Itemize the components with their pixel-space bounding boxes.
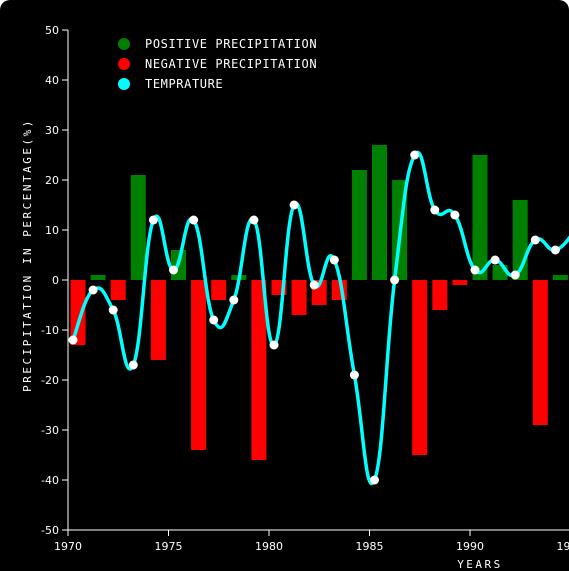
y-tick-label--50: -50	[41, 524, 59, 537]
temperature-point-1983	[329, 255, 339, 265]
temperature-point-1973	[128, 360, 138, 370]
y-tick-label--10: -10	[41, 324, 59, 337]
temperature-point-1971	[88, 285, 98, 295]
x-axis-title: YEARS	[457, 558, 503, 571]
temperature-point-1992	[510, 270, 520, 280]
temperature-point-1988	[430, 205, 440, 215]
y-tick-label--30: -30	[41, 424, 59, 437]
temperature-point-1990	[470, 265, 480, 275]
x-tick-label-1990: 1990	[456, 540, 484, 553]
legend: POSITIVE PRECIPITATION NEGATIVE PRECIPITA…	[118, 37, 317, 91]
y-tick-label-10: 10	[45, 224, 59, 237]
legend-marker-0	[118, 38, 130, 50]
temperature-point-1985	[370, 475, 379, 485]
x-tick-label-1980: 1980	[255, 540, 283, 553]
legend-marker-2	[118, 78, 130, 90]
y-tick-label-50: 50	[45, 24, 59, 37]
negative-bar-1972	[110, 280, 126, 300]
negative-bar-1977	[211, 280, 227, 300]
y-tick-label--20: -20	[41, 374, 59, 387]
temperature-point-1991	[490, 255, 500, 265]
temperature-point-1984	[349, 370, 359, 380]
y-axis-title: PRECIPITATION IN PERCENTAGE(%)	[21, 118, 34, 392]
temperature-point-1987	[410, 150, 420, 160]
temperature-point-1978	[229, 295, 239, 305]
legend-marker-1	[118, 58, 130, 70]
negative-bar-1993	[532, 280, 548, 425]
x-tick-label-1970: 1970	[54, 540, 82, 553]
legend-label-1: NEGATIVE PRECIPITATION	[145, 57, 317, 71]
temperature-point-1986	[390, 275, 400, 285]
positive-bar-1984	[351, 170, 367, 280]
positive-bar-1973	[130, 175, 146, 280]
temperature-point-1974	[148, 215, 158, 225]
temperature-point-1994	[550, 245, 560, 255]
positive-bar-1985	[372, 145, 387, 280]
negative-bar-1979	[251, 280, 267, 460]
temperature-point-1980	[269, 340, 279, 350]
temperature-point-1981	[289, 200, 299, 210]
negative-bar-1974	[150, 280, 166, 360]
temperature-point-1970	[68, 335, 78, 345]
temperature-point-1977	[209, 315, 219, 325]
positive-bar-1990	[472, 155, 488, 280]
x-tick-label-1985: 1985	[356, 540, 384, 553]
negative-bar-1970	[70, 280, 86, 345]
bars-layer	[70, 145, 568, 460]
x-tick-label-1975: 1975	[155, 540, 183, 553]
temperature-layer	[68, 150, 569, 485]
negative-bar-1976	[191, 280, 207, 450]
legend-label-2: TEMPRATURE	[145, 77, 223, 91]
x-tick-label-1995: 1995	[557, 540, 569, 553]
y-tick-label-30: 30	[45, 124, 59, 137]
temperature-point-1993	[530, 235, 540, 245]
temperature-point-1979	[249, 215, 259, 225]
temperature-point-1989	[450, 210, 460, 220]
positive-bar-1994	[552, 275, 568, 280]
negative-bar-1988	[432, 280, 448, 310]
y-tick-label-20: 20	[45, 174, 59, 187]
y-tick-label-40: 40	[45, 74, 59, 87]
legend-label-0: POSITIVE PRECIPITATION	[145, 37, 317, 51]
temperature-point-1976	[189, 215, 199, 225]
x-axis: 1970 1975 1980 1985 1990 1995	[54, 529, 569, 553]
negative-bar-1989	[452, 280, 468, 285]
temperature-line	[71, 150, 569, 485]
positive-bar-1971	[90, 275, 106, 280]
y-tick-label--40: -40	[41, 474, 59, 487]
temperature-point-1982	[309, 280, 319, 290]
y-axis: 50 40 30 20 10 0 -10 -20 -30 -40 -50	[41, 24, 69, 537]
negative-bar-1987	[412, 280, 428, 455]
temperature-point-1975	[169, 265, 178, 275]
y-tick-label-0: 0	[52, 274, 59, 287]
negative-bar-1981	[291, 280, 307, 315]
temperature-point-1972	[108, 305, 118, 315]
